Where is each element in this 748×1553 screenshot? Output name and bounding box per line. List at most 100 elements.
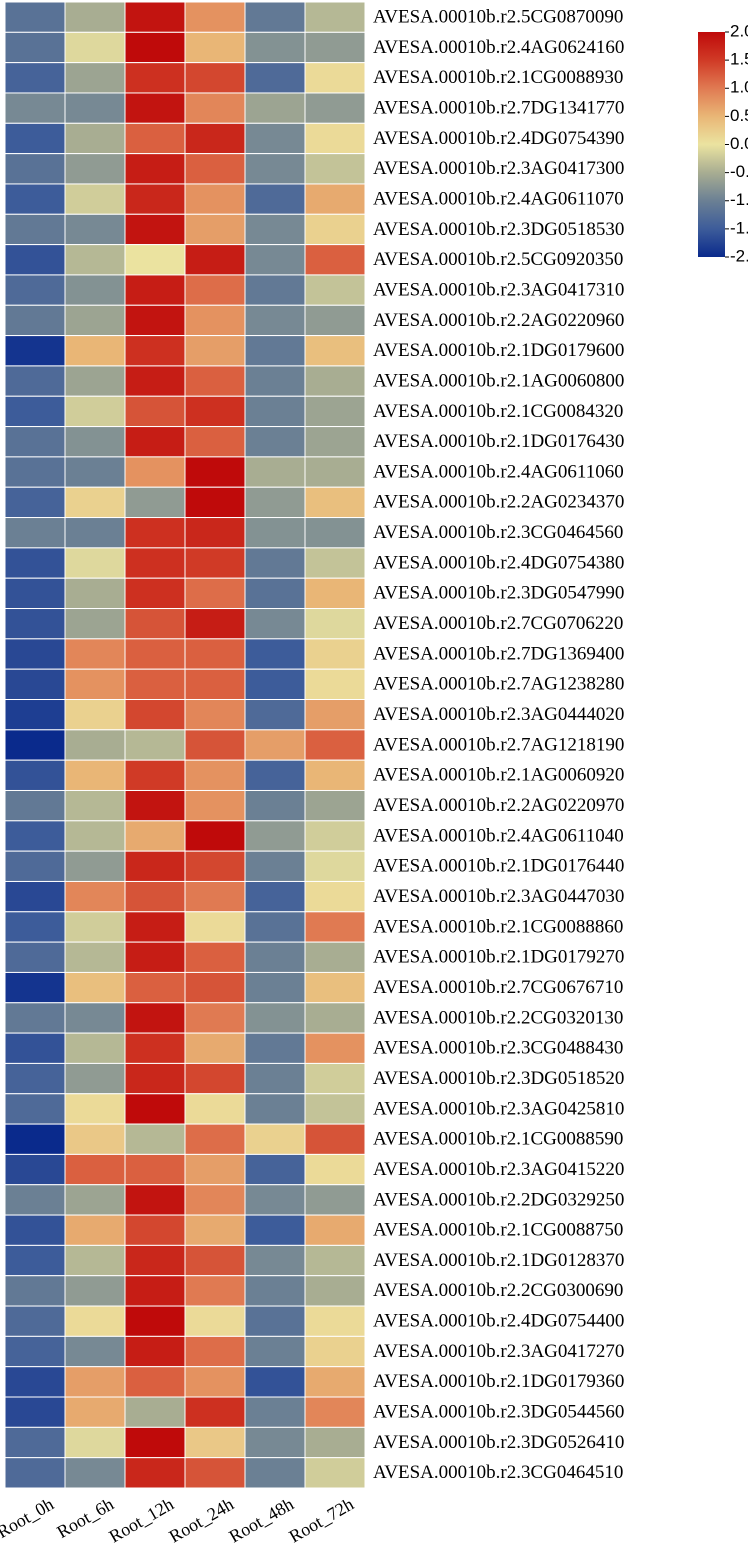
heatmap-cell: [304, 426, 366, 458]
heatmap-cell: [304, 244, 366, 276]
heatmap-cell: [124, 1093, 186, 1125]
heatmap-cell: [184, 395, 246, 428]
column-label: Root_0h: [0, 1494, 57, 1542]
heatmap-cell: [4, 668, 66, 701]
heatmap-cell: [244, 1002, 306, 1034]
row-label: AVESA.00010b.r2.7DG1369400: [373, 643, 624, 664]
heatmap-cell: [64, 547, 126, 579]
heatmap-cell: [184, 1002, 246, 1034]
row-label: AVESA.00010b.r2.4DG0754400: [373, 1311, 624, 1332]
row-label: AVESA.00010b.r2.4AG0611060: [373, 461, 624, 482]
heatmap-cell: [64, 1002, 126, 1034]
heatmap-cell: [184, 1305, 246, 1337]
heatmap-cell: [244, 183, 306, 215]
heatmap-cell: [304, 153, 366, 185]
heatmap-cell: [304, 1153, 366, 1186]
heatmap-cell: [184, 122, 246, 155]
heatmap-cell: [244, 274, 306, 306]
heatmap-cell: [124, 92, 186, 124]
heatmap-cell: [4, 1396, 66, 1428]
heatmap-cell: [244, 1244, 306, 1277]
colorbar-tick-label: 2.00: [730, 21, 748, 40]
heatmap-cell: [124, 62, 186, 94]
heatmap-cell: [4, 244, 66, 276]
row-label: AVESA.00010b.r2.3AG0417300: [373, 158, 624, 179]
heatmap-cell: [244, 62, 306, 94]
heatmap-cell: [304, 668, 366, 701]
row-label: AVESA.00010b.r2.1DG0179270: [373, 947, 624, 968]
heatmap-cell: [184, 911, 246, 943]
heatmap-cell: [184, 426, 246, 458]
heatmap-cell: [184, 153, 246, 185]
heatmap-cell: [244, 304, 306, 337]
heatmap-cell: [124, 1396, 186, 1428]
heatmap-cell: [4, 1123, 66, 1155]
row-label: AVESA.00010b.r2.1CG0088930: [373, 67, 623, 88]
heatmap-cell: [184, 1, 246, 33]
heatmap-cell: [4, 577, 66, 610]
heatmap-cell: [244, 1062, 306, 1095]
heatmap-cell: [184, 62, 246, 94]
colorbar-tick-label: -1.00: [730, 190, 748, 209]
heatmap-cell: [4, 1153, 66, 1186]
row-label: AVESA.00010b.r2.3AG0417310: [373, 279, 624, 300]
row-label: AVESA.00010b.r2.1DG0176430: [373, 431, 624, 452]
heatmap-cell: [184, 547, 246, 579]
heatmap-cell: [304, 1275, 366, 1307]
heatmap-cell: [304, 517, 366, 549]
heatmap-cell: [4, 31, 66, 64]
heatmap-cell: [184, 608, 246, 640]
row-label: AVESA.00010b.r2.4DG0754380: [373, 552, 624, 573]
column-label: Root_24h: [166, 1494, 238, 1547]
heatmap-cell: [4, 486, 66, 519]
heatmap-cell: [304, 729, 366, 761]
heatmap-cell: [124, 699, 186, 731]
heatmap-cell: [124, 1305, 186, 1337]
heatmap-cell: [244, 395, 306, 428]
heatmap-cell: [4, 426, 66, 458]
heatmap-cell: [64, 729, 126, 761]
heatmap-cell: [124, 820, 186, 852]
heatmap-cell: [244, 759, 306, 791]
heatmap-cell: [184, 183, 246, 215]
heatmap-cell: [304, 1123, 366, 1155]
heatmap-cell: [64, 577, 126, 610]
row-label: AVESA.00010b.r2.2AG0220970: [373, 795, 624, 816]
heatmap-cell: [244, 1123, 306, 1155]
heatmap-cell: [304, 1184, 366, 1216]
row-label: AVESA.00010b.r2.3DG0518530: [373, 219, 624, 240]
heatmap-cell: [244, 153, 306, 185]
heatmap-cell: [124, 638, 186, 670]
column-label: Root_48h: [226, 1494, 298, 1547]
heatmap-cell: [304, 1335, 366, 1368]
heatmap-cell: [64, 1184, 126, 1216]
heatmap-cell: [4, 971, 66, 1004]
heatmap-cell: [4, 638, 66, 670]
heatmap-cell: [244, 1426, 306, 1459]
heatmap-cell: [64, 1305, 126, 1337]
heatmap-cell: [304, 92, 366, 124]
heatmap-cell: [244, 699, 306, 731]
heatmap-cell: [184, 213, 246, 246]
heatmap-cell: [4, 789, 66, 822]
heatmap-cell: [304, 941, 366, 973]
heatmap-cell: [184, 244, 246, 276]
heatmap-cell: [184, 1396, 246, 1428]
row-label: AVESA.00010b.r2.3DG0518520: [373, 1068, 624, 1089]
heatmap-cell: [64, 153, 126, 185]
heatmap-cell: [4, 153, 66, 185]
colorbar-tick-label: 1.00: [730, 78, 748, 97]
heatmap-cell: [304, 789, 366, 822]
heatmap-cell: [64, 183, 126, 215]
heatmap-cell: [124, 941, 186, 973]
heatmap-cell: [184, 941, 246, 973]
row-label: AVESA.00010b.r2.1DG0179600: [373, 340, 624, 361]
heatmap-cell: [4, 304, 66, 337]
heatmap-cell: [4, 1305, 66, 1337]
heatmap-cell: [4, 729, 66, 761]
heatmap-cell: [304, 456, 366, 488]
heatmap-cell: [124, 1426, 186, 1459]
heatmap-cell: [4, 456, 66, 488]
heatmap-cell: [124, 426, 186, 458]
heatmap-cell: [184, 729, 246, 761]
